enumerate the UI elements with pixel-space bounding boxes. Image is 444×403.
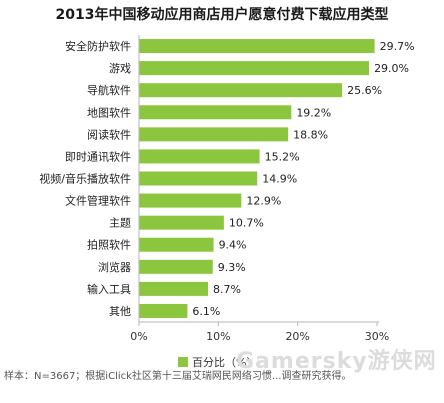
x-tick-label: 10%: [206, 330, 230, 343]
value-label: 14.9%: [262, 173, 297, 186]
x-tick-label: 0%: [130, 330, 147, 343]
value-label: 19.2%: [296, 106, 331, 119]
category-label: 文件管理软件: [65, 194, 131, 208]
bar: [139, 105, 292, 120]
bar: [139, 281, 209, 296]
bar: [139, 39, 375, 54]
category-label: 主题: [109, 217, 131, 230]
bar: [139, 149, 260, 164]
bar: [139, 171, 258, 186]
value-label: 9.4%: [219, 239, 247, 252]
category-label: 视频/音乐播放软件: [39, 172, 131, 186]
bar: [139, 237, 214, 252]
bar: [139, 83, 343, 98]
value-label: 8.7%: [213, 283, 241, 296]
legend-label: 百分比（%）: [192, 356, 258, 369]
chart-title: 2013年中国移动应用商店用户愿意付费下载应用类型: [55, 7, 389, 23]
x-tick-label: 30%: [365, 330, 389, 343]
bar: [139, 215, 224, 230]
bar: [139, 259, 213, 274]
value-label: 15.2%: [265, 150, 300, 163]
category-label: 输入工具: [87, 282, 131, 296]
sample-note: 样本：N=3667；根据iClick社区第十三届艾瑞网民网络习惯...调查研究获…: [4, 371, 352, 382]
value-label: 29.7%: [380, 40, 415, 53]
bar: [139, 193, 242, 208]
value-label: 9.3%: [218, 261, 246, 274]
x-tick-label: 20%: [285, 330, 309, 343]
category-label: 即时通讯软件: [65, 149, 131, 163]
bar: [139, 61, 370, 76]
bar: [139, 127, 289, 142]
category-label: 浏览器: [98, 260, 131, 274]
category-label: 安全防护软件: [65, 39, 131, 53]
watermark: Gamersky游侠网: [236, 349, 437, 374]
category-label: 阅读软件: [87, 127, 131, 141]
category-label: 拍照软件: [87, 238, 131, 252]
value-label: 18.8%: [293, 128, 328, 141]
value-label: 12.9%: [246, 195, 281, 208]
category-label: 地图软件: [87, 105, 131, 119]
bar: [139, 303, 188, 318]
category-label: 游戏: [109, 62, 131, 75]
legend-swatch: [178, 357, 188, 367]
category-label: 导航软件: [87, 83, 131, 97]
value-label: 29.0%: [374, 62, 409, 75]
legend: 百分比（%）: [178, 354, 257, 370]
value-label: 6.1%: [192, 305, 220, 318]
category-label: 其他: [109, 305, 131, 318]
value-label: 25.6%: [347, 84, 382, 97]
value-label: 10.7%: [229, 217, 264, 230]
